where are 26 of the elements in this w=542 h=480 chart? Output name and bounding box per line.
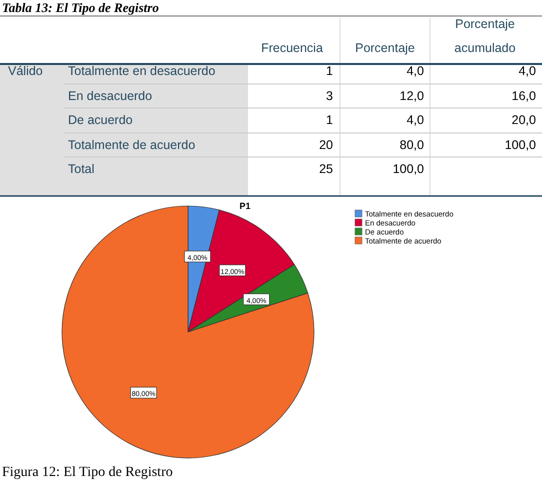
text: Frecuencia — [261, 41, 323, 55]
data-label: 20 — [319, 138, 334, 152]
category-label: Totalmente de acuerdo — [68, 138, 196, 152]
text: Válido — [8, 64, 43, 78]
data-label: 4,0 — [406, 64, 424, 78]
data-label: 12,0 — [400, 89, 424, 103]
data-label: 1 — [326, 64, 334, 78]
category-label: Total — [68, 162, 94, 176]
category-label: De acuerdo — [68, 113, 133, 127]
text: Porcentaje acumulado — [454, 17, 516, 55]
data-label: 3 — [326, 89, 334, 103]
data-label: 1 — [326, 113, 334, 127]
data-label: 16,0 — [512, 89, 536, 103]
data-label: 4,0 — [518, 64, 536, 78]
data-label: 25 — [319, 162, 334, 176]
text: Tabla 13: El Tipo de Registro — [2, 0, 160, 15]
text: Porcentaje — [355, 41, 415, 55]
data-label: 20,0 — [512, 113, 536, 127]
data-label: 100,0 — [504, 138, 536, 152]
data-label: 100,0 — [392, 162, 424, 176]
chart-title: P1 — [239, 201, 251, 211]
text: Figura 12: El Tipo de Registro — [2, 465, 173, 480]
category-label: En desacuerdo — [68, 89, 152, 103]
data-label: 4,0 — [406, 113, 424, 127]
category-label: Totalmente en desacuerdo — [68, 64, 216, 78]
data-label: 80,0 — [400, 138, 424, 152]
